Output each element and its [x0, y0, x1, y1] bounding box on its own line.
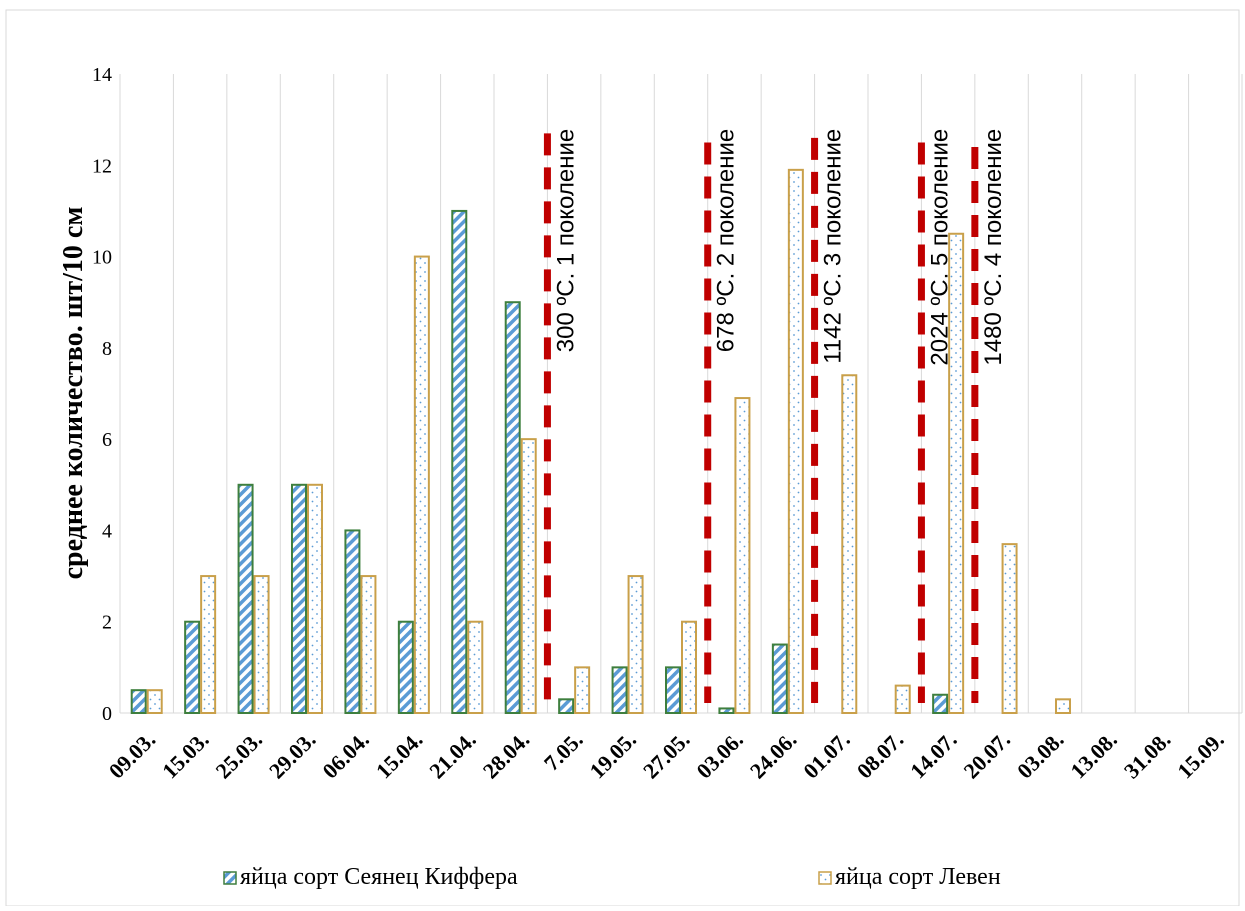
generation-label: 1480 ºС. 4 поколение — [980, 129, 1007, 366]
y-axis: 0 2 4 6 8 10 12 14 — [92, 64, 112, 725]
bar-seyanets — [665, 666, 681, 714]
y-tick-label: 10 — [92, 247, 112, 269]
y-tick-label: 2 — [102, 612, 112, 634]
y-tick-label: 6 — [102, 429, 112, 451]
bar-seyanets — [451, 209, 468, 715]
bar-leven — [894, 684, 911, 714]
bar-leven — [1001, 543, 1018, 714]
bar-leven — [1055, 698, 1071, 714]
legend-swatch-leven — [818, 871, 832, 885]
generation-label: 300 ºС. 1 поколение — [552, 129, 579, 352]
chart-frame — [5, 9, 1240, 907]
y-tick-label: 14 — [92, 64, 112, 86]
bar-leven — [413, 255, 430, 714]
bar-seyanets — [291, 483, 307, 714]
bar-seyanets — [611, 666, 628, 714]
bars — [130, 168, 1071, 715]
bar-leven — [520, 438, 537, 714]
legend-label-seyanets: яйца сорт Сеянец Киффера — [240, 864, 518, 890]
annotations: 300 ºС. 1 поколение 678 ºС. 2 поколение 11… — [543, 129, 1007, 703]
bar-seyanets — [558, 698, 575, 714]
bar-leven — [146, 689, 163, 715]
y-tick-label: 4 — [102, 520, 112, 542]
bar-leven — [307, 483, 323, 714]
bar-leven — [467, 620, 484, 715]
bar-seyanets — [771, 643, 788, 714]
bar-leven — [627, 575, 644, 714]
bar-leven — [360, 575, 377, 714]
bar-leven — [200, 575, 217, 714]
legend-swatch-seyanets — [223, 871, 237, 885]
generation-label: 678 ºС. 2 поколение — [713, 129, 740, 352]
legend-label-leven: яйца сорт Левен — [835, 864, 1001, 890]
bar-seyanets — [504, 301, 521, 714]
y-tick-label: 0 — [102, 703, 112, 725]
bar-leven — [253, 575, 270, 714]
bar-leven — [948, 232, 965, 714]
bar-seyanets — [237, 483, 254, 714]
y-axis-label: среднее количество. шт/10 см — [58, 207, 89, 580]
bar-seyanets — [130, 689, 147, 715]
generation-label: 1142 ºС. 3 поколение — [820, 129, 847, 364]
bar-seyanets — [932, 693, 949, 715]
bar-seyanets — [397, 620, 414, 715]
y-tick-label: 12 — [92, 155, 112, 177]
bar-leven — [574, 666, 591, 714]
y-tick-label: 8 — [102, 338, 112, 360]
legend: яйца сорт Сеянец Киффера яйца сорт Левен — [223, 864, 1001, 890]
bar-seyanets — [184, 620, 201, 715]
bar-leven — [681, 620, 697, 715]
bar-seyanets — [344, 529, 361, 715]
generation-label: 2024 ºС. 5 поколение — [926, 129, 953, 366]
bar-leven — [841, 374, 858, 714]
bar-leven — [734, 397, 751, 714]
bar-seyanets — [718, 707, 735, 715]
bar-leven — [787, 168, 804, 715]
